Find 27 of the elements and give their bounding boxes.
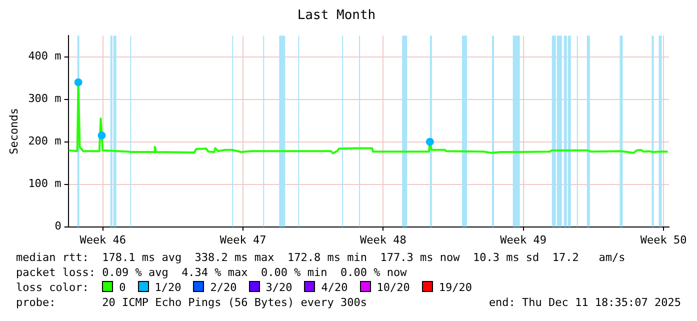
- point: [98, 131, 106, 140]
- legend-label: 3/20: [266, 281, 292, 294]
- y-axis-title: Seconds: [7, 108, 20, 154]
- legend-label: 10/20: [376, 281, 410, 294]
- x-tick-label: Week 49: [500, 233, 547, 246]
- x-tick-label: Week 46: [80, 233, 126, 246]
- text: end: Thu Dec 11 18:35:07 2025: [488, 295, 681, 310]
- legend-label: 0: [119, 281, 126, 294]
- legend-label: 1/20: [154, 281, 182, 294]
- point: [426, 138, 434, 146]
- text: packet loss: 0.09 % avg 4.34 % max 0.00 % min 0.00 % now: [16, 265, 408, 280]
- y-tick-label: 400 m: [28, 50, 62, 63]
- legend-title: loss color:: [16, 281, 90, 294]
- legend-label: 4/20: [321, 281, 348, 294]
- point: [74, 78, 82, 86]
- x-tick-label: Week 50: [640, 233, 687, 246]
- legend-label: 2/20: [210, 281, 237, 294]
- x-tick-label: Week 47: [220, 233, 266, 246]
- y-tick-label: 200 m: [28, 134, 62, 148]
- chart-title: Last Month: [297, 8, 376, 24]
- text: probe: 20 ICMP Echo Pings (56 Bytes) every 300s: [16, 295, 367, 310]
- y-tick-label: 100 m: [28, 177, 62, 190]
- y-tick-label: 0: [54, 220, 62, 233]
- x-tick-label: Week 48: [360, 233, 406, 246]
- y-tick-label: 300 m: [28, 92, 62, 106]
- legend-label: 19/20: [438, 281, 472, 294]
- text: median rtt: 178.1 ms avg 338.2 ms max 172.8 ms min 177.3 ms now 10.3 ms sd 17.2 am/s: [16, 250, 626, 265]
